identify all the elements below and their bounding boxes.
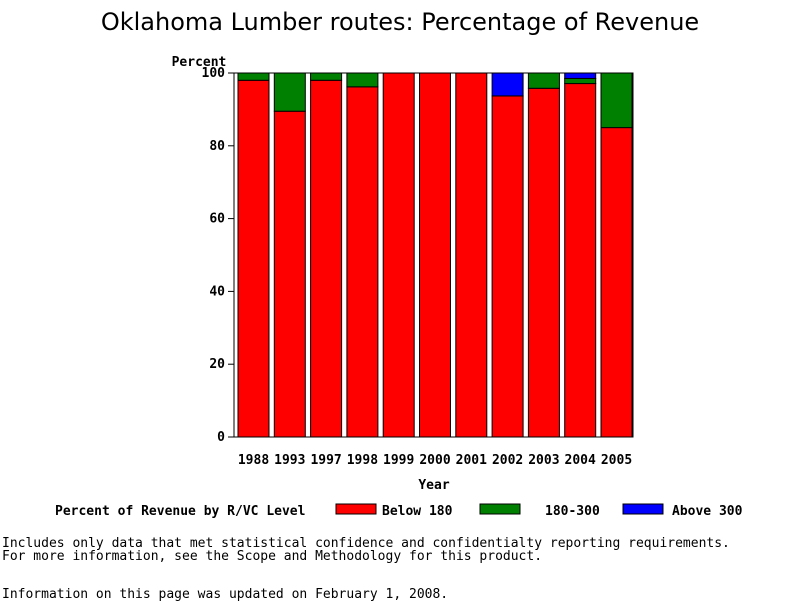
bar-2001-below-180 [455,72,488,438]
x-tick-label-1993: 1993 [274,453,305,468]
methodology-note: For more information, see the Scope and … [2,549,543,564]
bar-2000-below-180 [419,72,451,438]
bar-2004-above-300 [564,72,597,79]
bar-1997-below-180 [310,79,343,438]
x-tick-label-2003: 2003 [528,453,559,468]
x-axis: 1988 1993 1997 1998 1999 2000 2001 2002 2003 2004… [238,453,632,468]
y-tick-label-80: 80 [209,139,225,154]
bar-2005-180-300 [600,72,633,129]
y-tick-label-60: 60 [209,212,225,227]
bar-1988-180-300 [237,72,270,81]
bar-1998-180-300 [346,72,379,88]
y-axis: 0 20 40 60 80 100 [202,66,234,445]
updated-note: Information on this page was updated on … [2,587,449,602]
stacked-bar-chart: Oklahoma Lumber routes: Percentage of Re… [55,8,743,519]
legend-swatch-above-300 [622,503,664,515]
x-tick-label-1998: 1998 [347,453,378,468]
legend-label-above-300: Above 300 [672,504,743,519]
legend-label-below-180: Below 180 [382,504,453,519]
bar-1998-below-180 [346,86,379,438]
x-tick-label-1988: 1988 [238,453,269,468]
bar-2004-below-180 [564,83,597,438]
legend-swatch-below-180 [335,503,377,515]
legend: Percent of Revenue by R/VC Level Below 1… [55,503,743,519]
x-tick-label-2004: 2004 [565,453,596,468]
y-tick-label-20: 20 [209,357,225,372]
y-axis-label: Percent [172,55,227,70]
bar-2002-above-300 [491,72,524,97]
bar-1999-below-180 [382,72,415,438]
bar-2003-below-180 [527,87,560,438]
bar-1988-below-180 [237,79,270,438]
x-axis-label: Year [418,478,449,493]
bar-2003-180-300 [527,72,560,89]
legend-title: Percent of Revenue by R/VC Level [55,504,305,519]
bar-1993-below-180 [273,110,306,438]
x-tick-label-1997: 1997 [310,453,341,468]
y-tick-label-100: 100 [202,66,226,81]
chart-title: Oklahoma Lumber routes: Percentage of Re… [101,8,699,36]
x-tick-label-1999: 1999 [383,453,414,468]
legend-label-180-300: 180-300 [545,504,600,519]
bar-2002-below-180 [491,95,524,438]
x-tick-label-2002: 2002 [492,453,523,468]
bar-2005-below-180 [600,127,633,438]
x-tick-label-2001: 2001 [456,453,487,468]
bars-group [237,72,633,438]
confidence-note: Includes only data that met statistical … [2,536,730,551]
legend-swatch-180-300 [479,503,521,515]
bar-1997-180-300 [310,72,343,81]
plot-frame [233,72,634,438]
x-tick-label-2005: 2005 [601,453,632,468]
bar-2004-180-300 [564,77,597,85]
y-tick-label-40: 40 [209,284,225,299]
bar-1993-180-300 [273,72,306,112]
x-tick-label-2000: 2000 [419,453,450,468]
y-tick-label-0: 0 [217,430,225,445]
